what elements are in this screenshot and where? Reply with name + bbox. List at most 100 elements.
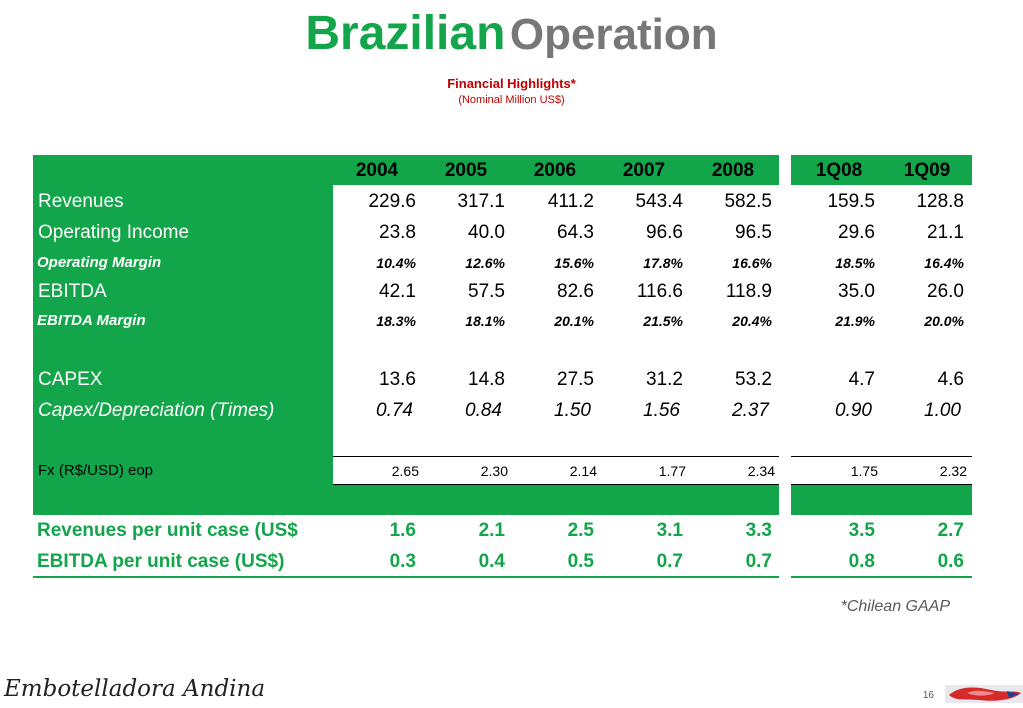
header-2008: 2008: [711, 160, 755, 181]
title-word-brazilian: Brazilian: [305, 7, 506, 60]
table-cell: 2.14: [569, 463, 597, 479]
footnote: *Chilean GAAP: [840, 598, 950, 615]
table-cell: 40.0: [468, 222, 505, 243]
table-cell: 18.3%: [376, 313, 416, 329]
table-cell: 13.6: [379, 369, 416, 390]
table-cell: 31.2: [646, 369, 683, 390]
table-cell: 317.1: [457, 191, 505, 212]
table-cell: 0.8: [848, 551, 875, 572]
table-cell: 16.4%: [924, 255, 964, 271]
label-column-background: [33, 155, 333, 515]
table-cell: 116.6: [636, 281, 683, 302]
table-cell: 4.6: [937, 369, 964, 390]
table-cell: 20.0%: [924, 313, 964, 329]
header-2006: 2006: [533, 160, 577, 181]
table-cell: 16.6%: [732, 255, 772, 271]
table-cell: 1.50: [554, 400, 591, 421]
table-cell: 42.1: [379, 281, 416, 302]
spacer-band-quarterly: [791, 485, 972, 515]
table-cell: 26.0: [927, 281, 964, 302]
table-cell: 2.32: [939, 463, 967, 479]
row-label-operating-margin: Operating Margin: [37, 254, 162, 271]
bottom-rule-annual: [33, 576, 779, 578]
table-cell: 411.2: [547, 191, 594, 212]
table-cell: 21.1: [927, 222, 964, 243]
row-label-ebitda-per-unit-case: EBITDA per unit case (US$): [37, 551, 285, 572]
table-cell: 1.00: [924, 400, 961, 421]
header-2005: 2005: [444, 160, 488, 181]
row-label-operating-income: Operating Income: [38, 222, 190, 243]
table-cell: 0.5: [567, 551, 594, 572]
table-cell: 96.6: [646, 222, 683, 243]
table-cell: 2.34: [747, 463, 775, 479]
table-cell: 27.5: [557, 369, 594, 390]
table-cell: 64.3: [557, 222, 594, 243]
page-number: 16: [922, 690, 934, 701]
table-cell: 1.6: [389, 520, 416, 541]
table-cell: 159.5: [827, 191, 875, 212]
table-cell: 20.4%: [732, 313, 772, 329]
table-cell: 0.4: [478, 551, 505, 572]
table-cell: 2.7: [937, 520, 964, 541]
table-cell: 1.75: [850, 463, 878, 479]
subtitle: Financial Highlights*: [447, 76, 576, 91]
brand-icon: [945, 685, 1023, 703]
table-cell: 3.3: [745, 520, 772, 541]
header-1q08: 1Q08: [815, 160, 863, 181]
table-cell: 2.5: [567, 520, 594, 541]
header-2007: 2007: [622, 160, 666, 181]
table-cell: 3.1: [656, 520, 683, 541]
header-band-annual: [333, 155, 779, 185]
table-cell: 21.9%: [835, 313, 875, 329]
table-cell: 2.65: [391, 463, 419, 479]
row-label-revenues-per-unit-case: Revenues per unit case (US$: [37, 520, 298, 541]
header-2004: 2004: [355, 160, 399, 181]
header-band-quarterly: [791, 155, 972, 185]
row-label-fx: Fx (R$/USD) eop: [38, 462, 154, 479]
header-1q09: 1Q09: [903, 160, 951, 181]
table-cell: 128.8: [916, 191, 964, 212]
table-cell: 57.5: [468, 281, 505, 302]
fx-bottom-rule-quarterly: [791, 484, 972, 485]
table-cell: 0.3: [389, 551, 416, 572]
table-cell: 17.8%: [643, 255, 683, 271]
table-cell: 2.30: [480, 463, 508, 479]
table-cell: 1.56: [643, 400, 680, 421]
table-cell: 23.8: [379, 222, 416, 243]
table-cell: 35.0: [838, 281, 875, 302]
table-cell: 29.6: [838, 222, 875, 243]
table-cell: 3.5: [848, 520, 875, 541]
table-cell: 18.5%: [835, 255, 875, 271]
table-cell: 96.5: [735, 222, 772, 243]
page-title: Brazilian Operation: [0, 6, 1023, 61]
table-cell: 0.7: [656, 551, 683, 572]
table-cell: 10.4%: [376, 255, 416, 271]
table-cell: 543.4: [635, 191, 683, 212]
table-cell: 15.6%: [554, 255, 594, 271]
row-label-capex-depreciation: Capex/Depreciation (Times): [38, 400, 275, 421]
row-label-revenues: Revenues: [38, 191, 124, 212]
table-cell: 0.7: [745, 551, 772, 572]
spacer-band-annual: [333, 485, 779, 515]
fx-top-rule-annual: [333, 456, 779, 457]
table-cell: 229.6: [368, 191, 416, 212]
row-label-ebitda: EBITDA: [38, 281, 107, 302]
table-cell: 118.9: [725, 281, 772, 302]
table-cell: 2.37: [732, 400, 769, 421]
row-label-ebitda-margin: EBITDA Margin: [37, 312, 146, 329]
subtitle-note: (Nominal Million US$): [458, 94, 565, 106]
table-cell: 0.84: [465, 400, 502, 421]
table-cell: 2.1: [478, 520, 505, 541]
row-label-capex: CAPEX: [38, 369, 103, 390]
table-cell: 12.6%: [465, 255, 505, 271]
table-cell: 14.8: [468, 369, 505, 390]
table-cell: 0.6: [937, 551, 964, 572]
table-cell: 21.5%: [643, 313, 683, 329]
title-word-operation: Operation: [509, 10, 718, 59]
table-cell: 0.74: [376, 400, 413, 421]
table-cell: 4.7: [848, 369, 875, 390]
table-cell: 53.2: [735, 369, 772, 390]
table-cell: 20.1%: [554, 313, 594, 329]
fx-bottom-rule-annual: [333, 484, 779, 485]
table-cell: 82.6: [557, 281, 594, 302]
